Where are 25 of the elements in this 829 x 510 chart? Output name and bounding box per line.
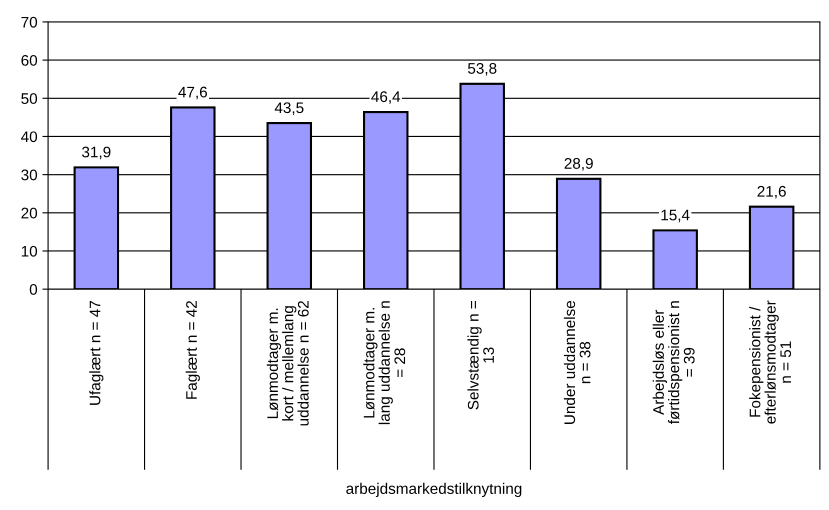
y-tick-label: 40 xyxy=(21,131,38,142)
data-label: 43,5 xyxy=(274,102,304,115)
data-label: 15,4 xyxy=(661,210,690,222)
data-label: 31,9 xyxy=(82,146,110,160)
data-label: 28,9 xyxy=(564,158,593,171)
y-tick-label: 20 xyxy=(21,208,38,218)
y-tick-label: 0 xyxy=(30,284,38,295)
y-tick-label: 10 xyxy=(22,246,38,257)
x-tick-label: Fokepensionist / efterlønsmodtager n = 51 xyxy=(749,300,792,424)
data-label: 46,4 xyxy=(371,91,400,104)
x-axis-title: arbejdsmarkedstilknytning xyxy=(346,482,522,498)
y-tick-label: 50 xyxy=(21,93,38,104)
x-tick-label: Ufaglært n = 47 xyxy=(89,301,104,405)
x-tick-label: Lønmodtager m. kort / mellemlang uddannelse n = 62 xyxy=(266,301,309,426)
x-tick-label: Faglært n = 42 xyxy=(186,301,200,399)
x-tick-label: Lønmodtager m. lang uddannelse n = 28 xyxy=(363,301,406,424)
x-tick-label: Under uddannelse n = 38 xyxy=(564,300,590,424)
data-label: 21,6 xyxy=(758,186,786,199)
data-label: 47,6 xyxy=(178,86,207,100)
y-tick-label: 70 xyxy=(21,16,38,28)
x-tick-label: Arbejdsløs eller førtidspensionist n = 39 xyxy=(652,301,695,424)
y-tick-label: 60 xyxy=(21,54,38,66)
y-tick-label: 30 xyxy=(21,170,38,180)
x-tick-label: Selvstændig n = 13 xyxy=(467,301,494,410)
data-label: 53,8 xyxy=(468,62,496,76)
